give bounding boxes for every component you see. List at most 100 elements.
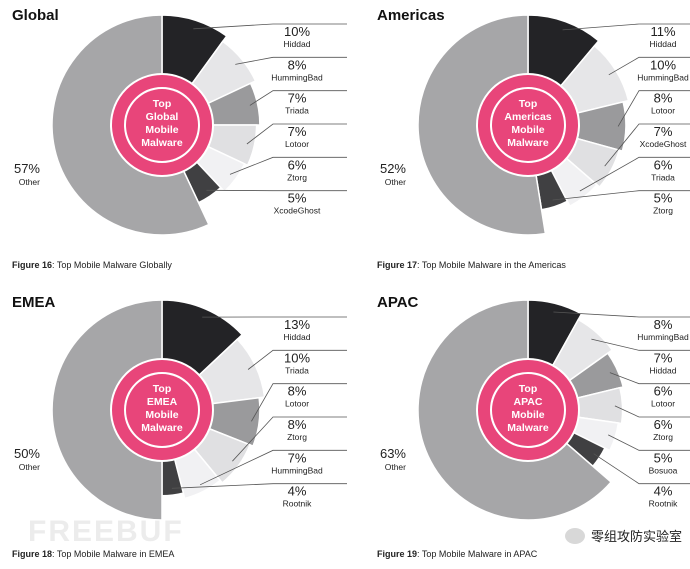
center-text-line-1: Top — [519, 383, 537, 395]
slice-percent-lotoor: 8% — [288, 384, 307, 399]
center-ring — [112, 75, 212, 175]
slice-label-hummingbad: HummingBad — [271, 72, 323, 82]
leader-line-ztorg — [232, 416, 347, 462]
chart-title: APAC — [377, 294, 419, 311]
slice-percent-hiddad: 11% — [650, 24, 675, 39]
slice-label-other: Other — [19, 462, 40, 472]
center-disc — [492, 374, 564, 446]
slice-percent-hummingbad: 8% — [288, 57, 307, 72]
center-text-line-1: Top — [519, 98, 537, 110]
slice-percent-hiddad: 13% — [284, 317, 310, 332]
slice-percent-other: 52% — [380, 161, 406, 176]
center-text-line-3: Mobile — [511, 124, 544, 136]
slice-label-lotoor: Lotoor — [651, 106, 675, 116]
center-disc — [126, 89, 198, 161]
center-ring — [478, 75, 578, 175]
pie-slice-other — [51, 299, 163, 521]
leader-line-hiddad — [193, 23, 347, 30]
slice-label-ztorg: Ztorg — [287, 172, 307, 182]
center-text-line-3: Mobile — [145, 124, 178, 136]
slice-label-rootnik: Rootnik — [283, 499, 313, 509]
figure-caption-number: Figure 19 — [377, 549, 417, 559]
leader-line-bosuoa — [608, 434, 690, 451]
slice-label-lotoor: Lotoor — [285, 139, 309, 149]
figure-caption-text: : Top Mobile Malware in APAC — [417, 549, 538, 559]
leader-line-ztorg — [552, 190, 690, 201]
slice-label-triada: Triada — [285, 106, 309, 116]
chart-title: Americas — [377, 7, 445, 24]
slice-percent-hummingbad: 7% — [288, 450, 307, 465]
figure-caption-number: Figure 16 — [12, 260, 52, 270]
center-text-line-3: Mobile — [145, 409, 178, 421]
center-text-line-4: Malware — [507, 137, 549, 149]
slice-label-xcodeghost: XcodeGhost — [640, 139, 687, 149]
slice-label-rootnik: Rootnik — [649, 499, 679, 509]
slice-label-hiddad: Hiddad — [284, 39, 311, 49]
slice-label-lotoor: Lotoor — [651, 399, 675, 409]
leader-line-lotoor — [246, 123, 347, 145]
center-text-line-1: Top — [153, 383, 171, 395]
leader-line-hiddad — [591, 338, 690, 351]
leader-line-lotoor — [617, 90, 690, 127]
center-text-line-2: Americas — [504, 111, 551, 123]
chart-americas: Americas 11%Hiddad 10%HummingBad 8%Lotoor 7%… — [377, 7, 690, 270]
slice-percent-hummingbad: 8% — [654, 317, 673, 332]
chart-title: Global — [12, 7, 59, 24]
center-ring — [112, 360, 212, 460]
slice-percent-lotoor: 8% — [654, 91, 673, 106]
leader-line-triada — [579, 156, 690, 192]
leader-line-hummingbad — [608, 56, 690, 76]
chart-global: Global10%Hiddad8%HummingBad7%Triada7%Lot… — [12, 7, 347, 270]
slice-label-bosuoa: Bosuoa — [649, 465, 678, 475]
slice-percent-other: 57% — [14, 161, 40, 176]
wechat-watermark: 零组攻防实验室 — [564, 526, 682, 545]
center-text-line-2: Global — [146, 111, 179, 123]
leader-line-rootnik — [593, 453, 690, 485]
figure-caption-text: : Top Mobile Malware in the Americas — [417, 260, 566, 270]
chart-apac: APAC8%HummingBad7%Hiddad6%Lotoor6%Ztorg5… — [377, 294, 690, 559]
slice-label-lotoor: Lotoor — [285, 399, 309, 409]
leader-line-ztorg — [229, 156, 347, 175]
leader-line-lotoor — [251, 383, 347, 422]
center-disc — [126, 374, 198, 446]
chart-emea: EMEA13%Hiddad10%Triada8%Lotoor8%Ztorg7%H… — [12, 294, 347, 559]
center-disc — [492, 89, 564, 161]
slice-label-ztorg: Ztorg — [653, 206, 673, 216]
slice-percent-bosuoa: 5% — [654, 450, 673, 465]
leader-line-hiddad — [562, 23, 690, 31]
slice-label-xcodeghost: XcodeGhost — [274, 206, 321, 216]
figure-caption: Figure 19: Top Mobile Malware in APAC — [377, 549, 538, 559]
center-text-line-4: Malware — [141, 137, 183, 149]
chart-title: EMEA — [12, 294, 56, 311]
figure-caption-text: : Top Mobile Malware in EMEA — [52, 549, 174, 559]
slice-label-hummingbad: HummingBad — [637, 332, 689, 342]
leader-line-triada — [249, 90, 347, 106]
slice-label-ztorg: Ztorg — [653, 432, 673, 442]
slice-label-ztorg: Ztorg — [287, 432, 307, 442]
slice-percent-triada: 10% — [284, 350, 310, 365]
slice-percent-lotoor: 7% — [288, 124, 307, 139]
figure-caption: Figure 18: Top Mobile Malware in EMEA — [12, 549, 174, 559]
leader-line-hummingbad — [235, 56, 347, 65]
slice-percent-rootnik: 4% — [654, 484, 673, 499]
center-text-line-4: Malware — [507, 422, 549, 434]
slice-label-hiddad: Hiddad — [650, 365, 677, 375]
center-text-line-1: Top — [153, 98, 171, 110]
center-text-line-2: APAC — [514, 396, 543, 408]
slice-percent-xcodeghost: 5% — [288, 191, 307, 206]
slice-label-hummingbad: HummingBad — [637, 72, 689, 82]
leader-line-hummingbad — [553, 311, 690, 318]
leader-line-rootnik — [171, 483, 347, 489]
figure-caption-text: : Top Mobile Malware Globally — [52, 260, 172, 270]
figure-caption-number: Figure 18 — [12, 549, 52, 559]
slice-percent-ztorg: 5% — [654, 191, 673, 206]
figure-caption-number: Figure 17 — [377, 260, 417, 270]
slice-label-other: Other — [19, 177, 40, 187]
watermark-left: FREEBUF — [28, 515, 184, 548]
slice-percent-triada: 7% — [288, 91, 307, 106]
slice-percent-hiddad: 7% — [654, 350, 673, 365]
slice-label-hiddad: Hiddad — [284, 332, 311, 342]
wechat-watermark-text: 零组攻防实验室 — [590, 529, 682, 544]
slice-label-hummingbad: HummingBad — [271, 465, 323, 475]
